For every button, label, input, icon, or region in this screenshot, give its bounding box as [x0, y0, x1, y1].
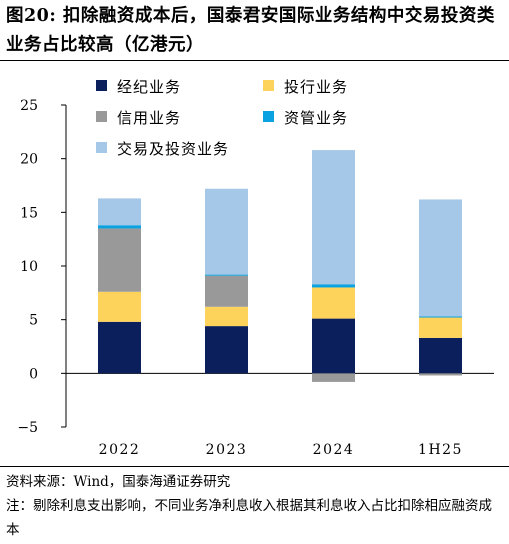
- legend-label: 信用业务: [117, 109, 181, 127]
- bar-segment: [98, 198, 141, 226]
- bar-segment: [205, 274, 248, 276]
- legend-item: 经纪业务: [96, 78, 181, 96]
- footer-divider: [0, 466, 509, 467]
- x-tick-label: 2022: [99, 442, 141, 458]
- legend-swatch: [263, 80, 274, 91]
- x-tick-label: 2024: [313, 442, 355, 458]
- bar-segment: [312, 287, 355, 319]
- legend-swatch: [96, 111, 107, 122]
- y-tick-label: −5: [17, 420, 38, 436]
- note-text: 注：剔除利息支出影响，不同业务净利息收入根据其利息收入占比扣除相应融资成本: [6, 498, 492, 538]
- bar-segment: [98, 228, 141, 292]
- bar-segment: [312, 284, 355, 288]
- legend-swatch: [96, 142, 107, 153]
- y-tick-label: 15: [20, 205, 38, 221]
- bar-segment: [312, 150, 355, 285]
- bar-stack-2023: [205, 188, 248, 374]
- bar-segment: [312, 373, 355, 382]
- bars-group: 2022 2023 2024 1H25: [98, 150, 463, 458]
- bar-segment: [205, 326, 248, 374]
- bar-stack-2024: [312, 150, 355, 382]
- bar-stack-2022: [98, 198, 141, 374]
- legend-item: 交易及投资业务: [96, 140, 229, 158]
- legend-label: 资管业务: [284, 109, 348, 127]
- x-tick-label: 2023: [206, 442, 248, 458]
- legend-label: 经纪业务: [117, 78, 181, 96]
- legend-item: 资管业务: [263, 109, 348, 127]
- legend-swatch: [263, 111, 274, 122]
- y-tick-label: 0: [29, 366, 38, 382]
- source-block: 资料来源：Wind，国泰海通证券研究 注：剔除利息支出影响，不同业务净利息收入根…: [6, 470, 503, 542]
- y-tick-label: 5: [29, 313, 38, 329]
- stacked-bar-chart: −5 0 5 10 15 20 25 2022 2023 2024 1H25 经纪业务 投行业务信用…: [17, 78, 494, 458]
- y-tick-label: 20: [20, 152, 38, 168]
- legend-label: 交易及投资业务: [117, 140, 229, 158]
- legend-swatch: [96, 80, 107, 91]
- bar-segment: [98, 225, 141, 229]
- legend-label: 投行业务: [284, 78, 348, 96]
- bar-segment: [205, 188, 248, 275]
- legend-item: 信用业务: [96, 109, 181, 127]
- bar-segment: [205, 306, 248, 327]
- bar-segment: [205, 275, 248, 307]
- bar-segment: [98, 291, 141, 322]
- legend-item: 投行业务: [263, 78, 348, 96]
- chart-title: 图20: 扣除融资成本后，国泰君安国际业务结构中交易投资类业务占比较高（亿港元）: [6, 6, 495, 55]
- bar-segment: [419, 373, 462, 376]
- bar-segment: [419, 317, 462, 338]
- title-divider: [0, 60, 509, 61]
- bar-segment: [419, 316, 462, 318]
- source-text: 资料来源：Wind，国泰海通证券研究: [6, 474, 231, 490]
- bar-stack-1H25: [419, 199, 462, 376]
- bar-segment: [419, 337, 462, 374]
- bar-segment: [419, 199, 462, 317]
- y-tick-label: 10: [20, 259, 38, 275]
- x-tick-label: 1H25: [418, 442, 463, 458]
- axes: −5 0 5 10 15 20 25: [17, 98, 494, 436]
- bar-segment: [312, 318, 355, 374]
- bar-segment: [98, 321, 141, 374]
- y-tick-label: 25: [20, 98, 38, 114]
